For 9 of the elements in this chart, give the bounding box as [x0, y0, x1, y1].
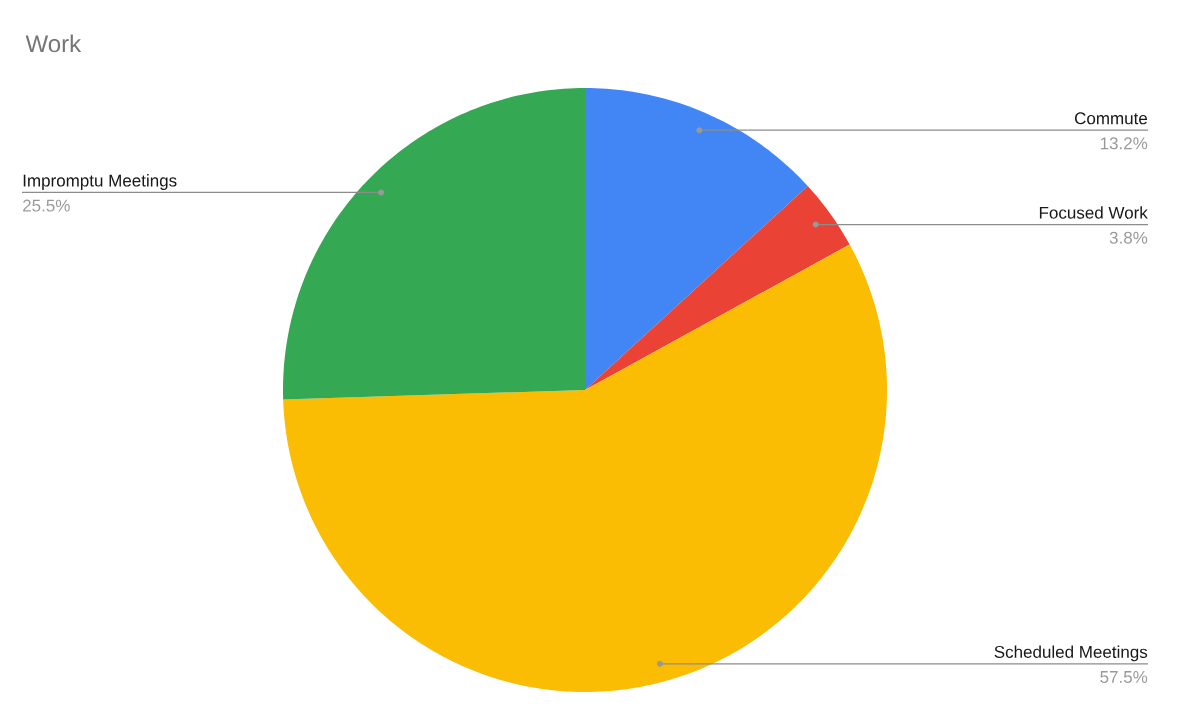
data-label: 3.8%: [1109, 231, 1148, 244]
data-label: 13.2%: [1100, 137, 1148, 150]
slice-label: Focused Work: [1039, 206, 1148, 219]
chart-title: Work: [25, 34, 82, 53]
data-label: 57.5%: [1100, 671, 1148, 683]
slice-label: Commute: [1074, 112, 1148, 125]
slice-label: Scheduled Meetings: [994, 645, 1148, 662]
data-label: 25.5%: [23, 199, 70, 212]
slice-label: Impromptu Meetings: [23, 174, 177, 190]
